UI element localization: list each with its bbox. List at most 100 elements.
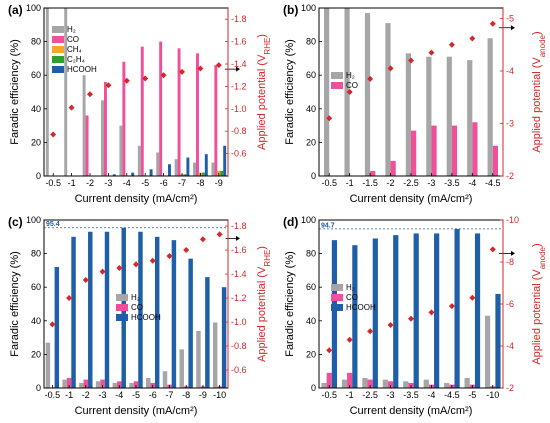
bar-hcooh [154,236,160,388]
y2-tick-label: -0.8 [231,126,247,136]
legend-entry: H₂ [346,71,355,80]
legend-entry: H₂ [346,283,355,292]
x-axis-label: Current density (mA/cm²) [350,193,473,205]
x-axis-label: Current density (mA/cm²) [75,193,198,205]
potential-point [105,82,112,89]
bar-hcooh [223,145,227,176]
bar-co [390,160,396,176]
y2-tick-label: -1.4 [231,269,247,279]
x-tick-label: -2.5 [362,390,378,400]
legend-swatch [52,26,64,33]
legend-entry: H₂ [131,293,140,302]
bar-co [411,130,417,176]
panel-label: (a) [8,3,23,17]
y2-axis-label-end: ) [256,246,268,250]
bar-co [387,381,394,388]
bar-h2 [162,371,168,388]
bar-hcooh [54,267,60,388]
x-tick-label: -5 [468,390,476,400]
legend-swatch [116,294,128,301]
bar-h2 [405,53,411,176]
x-tick-label: -2 [387,178,395,188]
y-tick-label: 40 [306,316,316,326]
bar-h2 [119,125,123,176]
bar-co [177,48,181,176]
bar-hcooh [454,228,460,388]
bar-hcooh [131,172,135,176]
bar-hcooh [168,164,171,176]
x-tick-label: -1 [346,178,354,188]
y2-axis-label-end: ) [256,34,268,38]
bar-h2 [364,13,371,177]
bar-h2 [321,382,327,388]
bar-co [122,61,126,177]
y2-axis-label: Applied potential (VRHE) [256,34,272,150]
y2-axis-label: Applied potential (VRHE) [256,246,272,362]
axis-arrow-head [236,66,240,72]
potential-point [346,336,353,343]
bar-co [103,81,107,176]
bar-h2 [156,152,160,176]
x-tick-label: -1 [346,390,354,400]
panel-label: (d) [283,215,298,229]
y2-tick-label: -5 [506,14,514,24]
potential-point [99,268,106,275]
legend-swatch [331,72,343,79]
bar-hcooh [204,154,208,176]
y-tick-label: 0 [36,383,41,393]
legend-entry: CO [346,293,358,302]
x-tick-label: -5 [141,178,149,188]
x-tick-label: -6 [160,178,168,188]
y2-axis-label: Applied potential (Vanode) [531,31,547,152]
y-tick-label: 20 [31,349,41,359]
potential-point [116,265,123,271]
bar-hcooh [149,169,153,176]
potential-point [326,347,333,354]
y2-tick-label: -1.4 [231,59,247,69]
y-tick-label: 0 [311,171,316,181]
potential-point [346,89,353,95]
bar-h2 [212,322,218,388]
y-axis-label: Faradic efficiency (%) [284,39,296,145]
bar-h2 [95,381,101,388]
bar-h2 [79,382,84,388]
bar-h2 [137,145,141,176]
y-tick-label: 0 [36,171,41,181]
legend-entry: CH₄ [67,45,82,54]
y2-tick-label: -0.6 [231,149,247,159]
chart-panel-d: 94.7 0 20 40 60 80 100 -2 -4 -6 -8 -10 -0.5 -1 -2.5 -3-… [275,212,550,423]
y2-tick-label: -1.6 [231,245,247,255]
x-tick-label: -9 [215,178,223,188]
y2-tick-label: -1.2 [231,81,247,91]
bar-co [326,372,332,388]
bar-h2 [193,162,196,176]
chart-svg-a: 0 20 40 60 80 100 -0.6 -0.8 -1.0 -1.2 -1.4 -1.6 -1.8… [8,3,272,205]
bar-hcooh [352,245,358,388]
y-tick-label: 80 [31,249,41,259]
bar-co [85,115,89,176]
y2-tick-label: -2 [506,383,514,393]
x-tick-label: -3 [387,390,395,400]
chart-panel-c: 95.4 0 20 40 60 80 100 -0.6 -0.8 -1.0 -1.2 -1.4 -1.6… [0,212,275,423]
y2-axis-label-main: Applied potential (V [531,269,543,365]
y2-tick-label: -1.0 [231,317,247,327]
chart-svg-c: 95.4 0 20 40 60 80 100 -0.6 -0.8 -1.0 -1.2 -1.4 -1.6… [8,215,272,417]
y-tick-label: 80 [306,249,316,259]
potential-point [183,247,190,253]
bar-h2 [174,159,178,176]
x-tick-label: -0.5 [321,390,337,400]
bar-h2 [112,382,118,388]
potential-point [50,131,57,138]
y2-axis-label-sub: RHE [263,250,272,267]
bar-h2 [426,56,432,176]
x-tick-label: -4 [123,178,131,188]
x-tick-label: -1.5 [362,178,378,188]
y2-axis-label: Applied potential (Vanode) [531,243,547,364]
bar-co [159,41,163,176]
x-tick-label: -10 [486,390,499,400]
bar-h2 [487,38,493,176]
bar-h2 [196,330,201,388]
potential-point [367,328,374,335]
